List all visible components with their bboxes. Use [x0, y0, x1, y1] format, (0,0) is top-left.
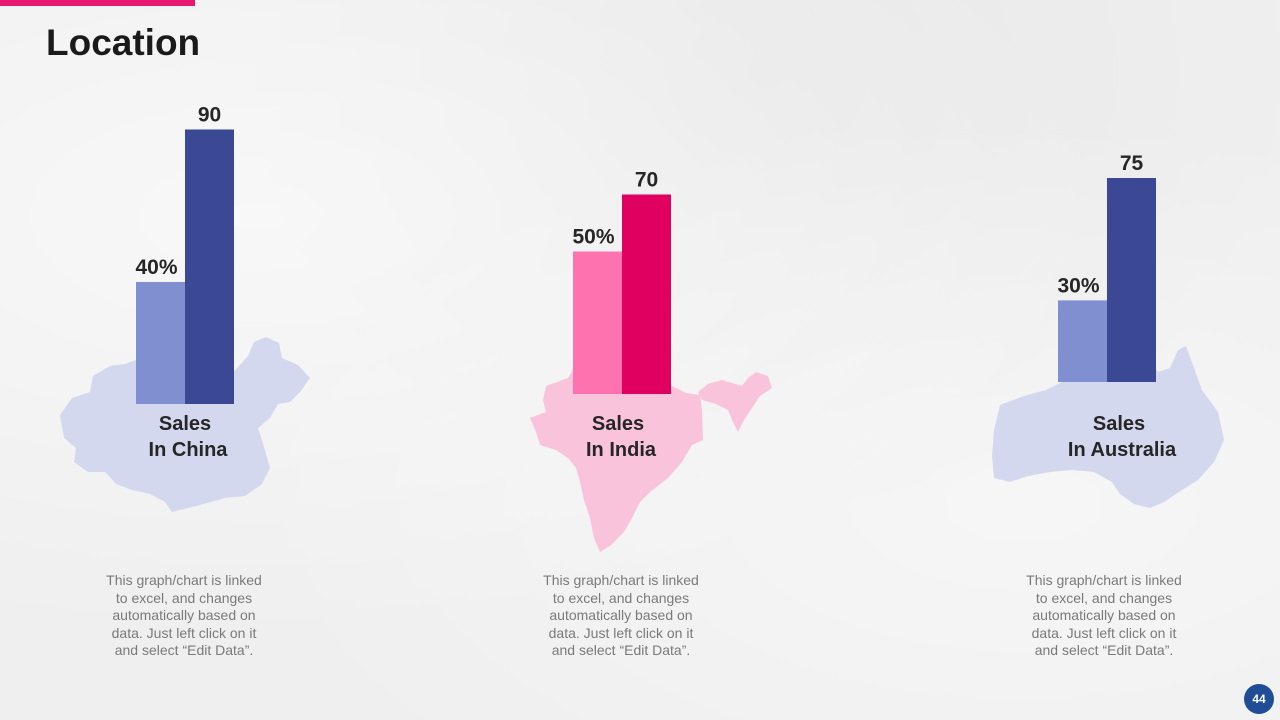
page-title: Location: [46, 22, 201, 63]
china-note-line: data. Just left click on it: [111, 624, 257, 641]
china-sales-label: 90: [198, 104, 221, 127]
china-region-label-line1: Sales: [159, 413, 211, 435]
india-share-label: 50%: [572, 226, 614, 249]
india-bar-share: [573, 251, 622, 394]
page-number-badge: 44: [1244, 684, 1274, 714]
australia-map: [992, 346, 1224, 508]
india-map-east: [698, 372, 772, 432]
china-group: 40% 90 Sales In China: [60, 104, 310, 512]
australia-sales-label: 75: [1120, 152, 1144, 175]
india-bar-sales: [622, 194, 671, 394]
india-note-line: This graph/chart is linked: [543, 572, 699, 588]
australia-bar-sales: [1107, 178, 1156, 382]
australia-note-line: and select “Edit Data”.: [1034, 642, 1174, 659]
india-note-line: data. Just left click on it: [548, 624, 694, 641]
top-accent-bar: [0, 0, 195, 6]
australia-note-line: to excel, and changes: [1035, 589, 1173, 606]
australia-share-label: 30%: [1057, 274, 1099, 297]
china-note: This graph/chart is linked to excel, and…: [94, 572, 274, 660]
india-note-line: to excel, and changes: [552, 589, 690, 606]
australia-group: 30% 75 Sales In Australia: [992, 152, 1224, 508]
india-group: 50% 70 Sales In India: [530, 169, 772, 552]
india-note-line: and select “Edit Data”.: [551, 642, 691, 659]
india-note-line: automatically based on: [549, 607, 693, 624]
china-note-line: This graph/chart is linked: [106, 572, 262, 588]
china-bar-sales: [185, 129, 234, 404]
india-region-label-line1: Sales: [592, 413, 644, 435]
china-map: [60, 337, 310, 512]
australia-region-label-line2: In Australia: [1068, 439, 1177, 461]
australia-region-label-line1: Sales: [1093, 413, 1145, 435]
australia-note-line: automatically based on: [1032, 607, 1176, 624]
china-note-line: to excel, and changes: [115, 589, 253, 606]
china-note-line: automatically based on: [112, 607, 256, 624]
australia-bar-share: [1058, 300, 1107, 382]
india-region-label-line2: In India: [586, 439, 657, 461]
india-note: This graph/chart is linked to excel, and…: [531, 572, 711, 660]
china-region-label-line2: In China: [149, 439, 229, 461]
india-sales-label: 70: [635, 169, 658, 192]
australia-note-line: data. Just left click on it: [1031, 624, 1177, 641]
china-note-line: and select “Edit Data”.: [114, 642, 254, 659]
australia-note-line: This graph/chart is linked: [1026, 572, 1182, 588]
australia-note: This graph/chart is linked to excel, and…: [1014, 572, 1194, 660]
china-bar-share: [136, 282, 185, 404]
china-share-label: 40%: [135, 256, 177, 279]
